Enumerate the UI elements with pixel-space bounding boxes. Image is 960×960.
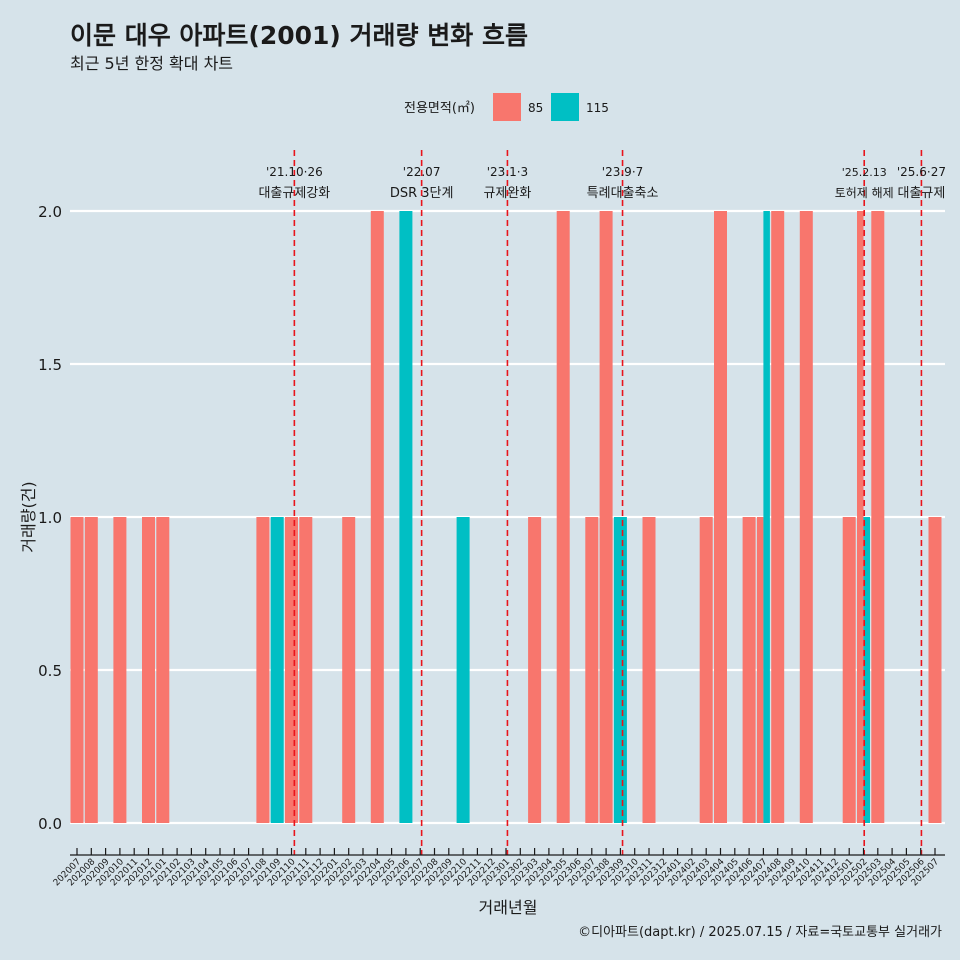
legend: 전용면적(㎡) 85 115 xyxy=(404,93,609,121)
bar-202507-85 xyxy=(928,517,942,823)
y-tick-label: 2.0 xyxy=(38,203,62,221)
bar-202501-85 xyxy=(842,517,856,823)
bar-202111-85 xyxy=(299,517,313,823)
bar-202204-85 xyxy=(370,211,384,823)
bar-202309-115 xyxy=(613,517,627,823)
event-text-label: DSR 3단계 xyxy=(390,186,454,201)
bar-202308-85 xyxy=(599,211,613,823)
bar-202503-85 xyxy=(871,211,885,823)
legend-swatch-115 xyxy=(551,93,579,121)
bar-202305-85 xyxy=(556,211,570,823)
bars xyxy=(70,211,942,823)
event-text-label: 대출규제 xyxy=(897,186,945,201)
bar-202407-85 xyxy=(756,517,764,823)
y-axis-label: 거래량(건) xyxy=(19,481,38,552)
bar-202109-115 xyxy=(270,517,284,823)
bar-202206-115 xyxy=(399,211,413,823)
bar-202303-85 xyxy=(528,517,542,823)
y-tick-label: 1.5 xyxy=(38,356,62,374)
x-axis-label: 거래년월 xyxy=(479,898,538,917)
event-text-label: 특례대출축소 xyxy=(587,186,659,201)
bar-202012-85 xyxy=(142,517,155,823)
event-date-label: '23.9·7 xyxy=(602,165,643,179)
event-date-label: '25.6·27 xyxy=(897,165,946,179)
legend-label-115: 115 xyxy=(586,101,609,115)
bar-202007-85 xyxy=(70,517,84,823)
x-axis: 2020072020082020092020102020112020122021… xyxy=(52,848,945,888)
legend-label-85: 85 xyxy=(528,101,543,115)
bar-202502-85 xyxy=(857,211,864,823)
bar-202307-85 xyxy=(585,517,599,823)
y-tick-label: 1.0 xyxy=(38,509,62,527)
event-date-label: '23.1·3 xyxy=(487,165,528,179)
bar-202311-85 xyxy=(642,517,656,823)
event-text-label: 토허제 해제 xyxy=(835,186,894,200)
bar-202403-85 xyxy=(699,517,713,823)
legend-swatch-85 xyxy=(493,93,521,121)
bar-202008-85 xyxy=(84,517,98,823)
chart-title: 이문 대우 아파트(2001) 거래량 변화 흐름 xyxy=(70,21,528,50)
event-date-label: '21.10·26 xyxy=(266,165,323,179)
bar-202407-115 xyxy=(763,211,770,823)
bar-202202-85 xyxy=(342,517,356,823)
chart-subtitle: 최근 5년 한정 확대 차트 xyxy=(70,54,233,73)
bar-202410-85 xyxy=(799,211,813,823)
event-date-label: '25.2.13 xyxy=(842,166,887,179)
bar-202408-85 xyxy=(771,211,785,823)
bar-202110-85 xyxy=(285,517,298,823)
bar-202101-85 xyxy=(156,517,170,823)
event-date-label: '22.07 xyxy=(403,165,441,179)
y-tick-label: 0.0 xyxy=(38,815,62,833)
y-axis-tick-labels: 0.0 0.5 1.0 1.5 2.0 xyxy=(38,203,62,833)
bar-202406-85 xyxy=(742,517,756,823)
legend-title: 전용면적(㎡) xyxy=(404,101,475,116)
y-tick-label: 0.5 xyxy=(38,662,62,680)
bar-202210-115 xyxy=(456,517,470,823)
bar-202010-85 xyxy=(113,517,127,823)
footer-credit: ©디아파트(dapt.kr) / 2025.07.15 / 자료=국토교통부 실… xyxy=(578,925,942,940)
bar-202404-85 xyxy=(714,211,727,823)
event-markers: '21.10·26 대출규제강화 '22.07 DSR 3단계 '23.1·3 규제완화 '… xyxy=(258,150,946,855)
event-text-label: 규제완화 xyxy=(484,186,532,201)
bar-202108-85 xyxy=(256,517,270,823)
bar-202502-115 xyxy=(863,517,870,823)
event-text-label: 대출규제강화 xyxy=(258,186,330,201)
